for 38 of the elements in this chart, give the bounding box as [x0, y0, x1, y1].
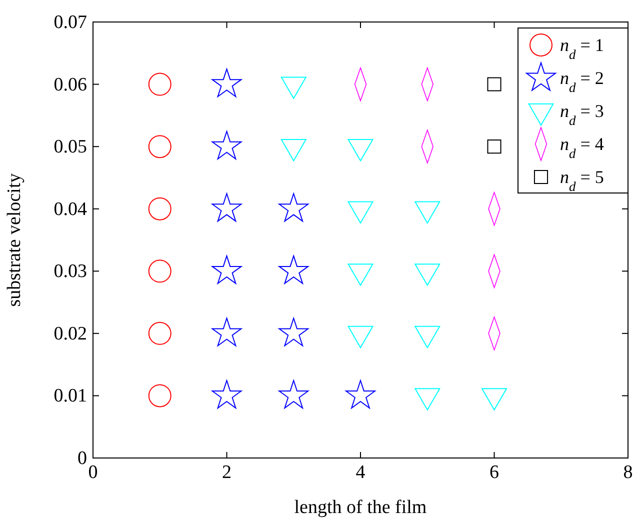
- point: [487, 77, 502, 92]
- point: [148, 260, 172, 283]
- point: [487, 140, 502, 154]
- x-tick-label: 6: [490, 462, 499, 483]
- y-tick-label: 0.02: [54, 323, 87, 344]
- x-tick-label: 8: [623, 462, 633, 483]
- point: [148, 322, 172, 345]
- point: [212, 318, 242, 346]
- point: [278, 380, 309, 409]
- point: [148, 135, 172, 158]
- point: [212, 255, 242, 284]
- y-tick-label: 0.05: [54, 136, 87, 158]
- y-tick-label: 0: [78, 448, 87, 469]
- y-axis-title: substrate velocity: [4, 172, 25, 307]
- point: [148, 197, 172, 220]
- point: [346, 380, 376, 409]
- point: [212, 130, 242, 160]
- x-axis-title: length of the film: [294, 497, 427, 518]
- point: [212, 380, 242, 409]
- legend-label: n$_{d}$ = 3: [560, 101, 604, 128]
- point: [212, 68, 242, 98]
- y-tick-label: 0.04: [54, 198, 88, 220]
- x-tick-label: 4: [356, 462, 366, 483]
- point: [212, 193, 242, 222]
- point: [278, 193, 309, 222]
- y-tick-label: 0.01: [54, 386, 87, 407]
- y-tick-label: 0.03: [54, 261, 87, 282]
- legend-label: n$_{d}$ = 5: [560, 167, 604, 194]
- point: [148, 72, 172, 96]
- y-tick-label: 0.06: [54, 74, 87, 96]
- y-tick-label: 0.07: [54, 12, 87, 33]
- legend-label: n$_{d}$ = 4: [560, 134, 604, 160]
- legend-label: n$_{d}$ = 1: [560, 35, 604, 62]
- legend-label: n$_{d}$ = 2: [560, 68, 604, 94]
- point: [278, 318, 309, 346]
- point: [148, 384, 172, 408]
- x-tick-label: 2: [222, 462, 232, 483]
- point: [278, 255, 309, 284]
